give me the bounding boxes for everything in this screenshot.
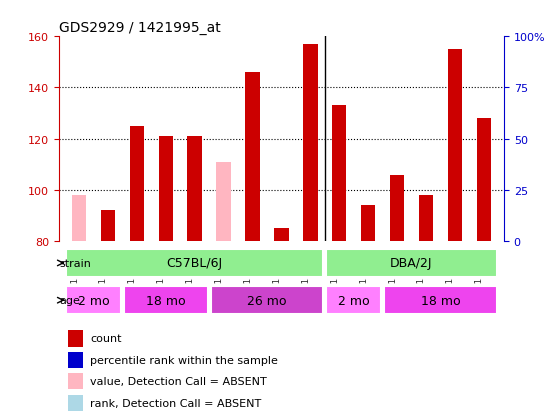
Bar: [101, 211, 115, 242]
Bar: [384, 287, 497, 314]
Text: 2 mo: 2 mo: [78, 294, 109, 307]
Bar: [66, 249, 323, 277]
Bar: [419, 196, 433, 242]
Bar: [188, 137, 202, 242]
Bar: [124, 287, 208, 314]
Bar: [158, 137, 173, 242]
Bar: [390, 175, 404, 242]
Text: percentile rank within the sample: percentile rank within the sample: [90, 355, 278, 365]
Bar: [66, 287, 121, 314]
Bar: [332, 106, 347, 242]
Bar: [477, 119, 491, 242]
Bar: [68, 395, 83, 411]
Bar: [216, 162, 231, 242]
Bar: [326, 249, 497, 277]
Text: 18 mo: 18 mo: [146, 294, 185, 307]
Text: GDS2929 / 1421995_at: GDS2929 / 1421995_at: [59, 21, 221, 35]
Bar: [326, 287, 381, 314]
Text: 2 mo: 2 mo: [338, 294, 370, 307]
Bar: [68, 330, 83, 347]
Text: C57BL/6J: C57BL/6J: [167, 257, 223, 270]
Text: rank, Detection Call = ABSENT: rank, Detection Call = ABSENT: [90, 398, 261, 408]
Bar: [72, 196, 86, 242]
Bar: [129, 127, 144, 242]
Text: 18 mo: 18 mo: [421, 294, 460, 307]
Bar: [303, 45, 318, 242]
Text: DBA/2J: DBA/2J: [390, 257, 433, 270]
Bar: [68, 352, 83, 368]
Bar: [447, 50, 462, 242]
Text: strain: strain: [59, 258, 91, 268]
Text: value, Detection Call = ABSENT: value, Detection Call = ABSENT: [90, 376, 267, 386]
Bar: [274, 229, 288, 242]
Text: age: age: [59, 295, 80, 306]
Bar: [211, 287, 323, 314]
Bar: [245, 73, 260, 242]
Text: 26 mo: 26 mo: [247, 294, 287, 307]
Bar: [68, 373, 83, 389]
Text: count: count: [90, 334, 122, 344]
Bar: [361, 206, 375, 242]
